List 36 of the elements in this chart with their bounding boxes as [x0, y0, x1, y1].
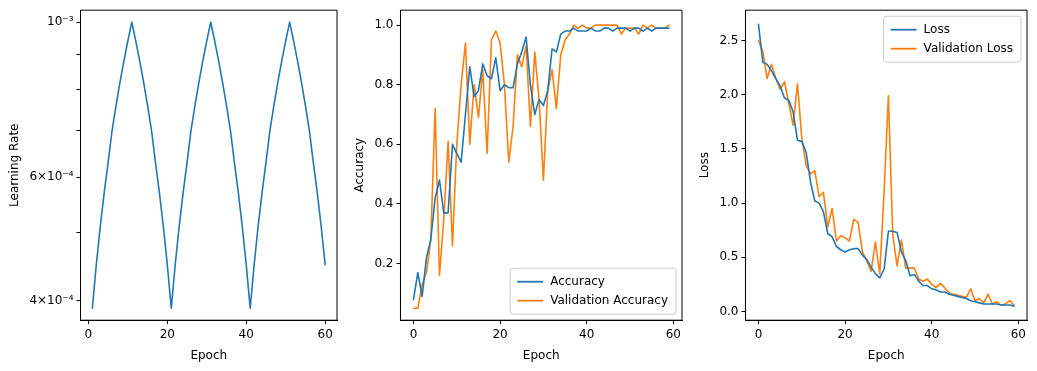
- x-tick-label: 40: [579, 326, 595, 341]
- x-tick-label: 40: [238, 326, 254, 341]
- y-tick-label: 2.0: [719, 86, 739, 101]
- x-tick-label: 0: [754, 326, 763, 341]
- y-tick-label: 0.6: [374, 136, 394, 151]
- legend-label: Validation Loss: [923, 40, 1013, 55]
- x-axis-title: Epoch: [190, 347, 228, 362]
- x-tick-label: 60: [317, 326, 333, 341]
- legend-label: Validation Accuracy: [550, 292, 668, 307]
- x-tick-label: 20: [492, 326, 508, 341]
- legend-label: Accuracy: [550, 273, 605, 288]
- y-tick-label: 2.5: [719, 32, 739, 47]
- x-tick-label: 0: [84, 326, 93, 341]
- x-axis-title: Epoch: [867, 347, 905, 362]
- y-tick-label: 1.0: [719, 195, 739, 210]
- x-tick-label: 0: [409, 326, 418, 341]
- x-tick-label: 60: [1010, 326, 1026, 341]
- y-axis-title: Learning Rate: [7, 123, 22, 207]
- x-tick-label: 60: [665, 326, 681, 341]
- y-tick-label: 4×10⁻⁴: [29, 292, 74, 307]
- y-tick-label: 1.0: [374, 17, 394, 32]
- y-tick-label: 0.8: [374, 76, 394, 91]
- legend-label: Loss: [923, 21, 950, 36]
- x-axis-title: Epoch: [522, 347, 560, 362]
- y-tick-label: 6×10⁻⁴: [29, 169, 74, 184]
- y-tick-label: 1.5: [719, 141, 739, 156]
- y-tick-label: 0.2: [374, 255, 394, 270]
- y-tick-label: 0.0: [719, 303, 739, 318]
- y-tick-label: 0.5: [719, 249, 739, 264]
- y-tick-label: 10⁻³: [47, 14, 74, 29]
- y-axis-title: Accuracy: [352, 137, 367, 193]
- x-tick-label: 40: [924, 326, 940, 341]
- x-tick-label: 20: [837, 326, 853, 341]
- y-axis-title: Loss: [697, 152, 712, 179]
- y-tick-label: 0.4: [374, 196, 394, 211]
- x-tick-label: 20: [159, 326, 175, 341]
